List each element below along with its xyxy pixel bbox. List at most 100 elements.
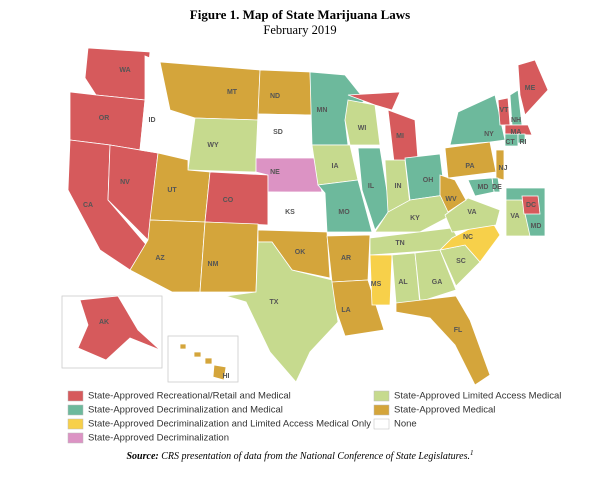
- state-shape: [193, 351, 202, 358]
- state-label: OK: [295, 249, 306, 256]
- state-label: IA: [332, 163, 339, 170]
- source-note: 1: [470, 449, 474, 457]
- state-label: NH: [511, 117, 521, 124]
- legend-label: State-Approved Recreational/Retail and M…: [88, 391, 291, 402]
- legend-swatch: [67, 404, 84, 416]
- state-shape: [257, 69, 313, 116]
- state-shape: [159, 61, 261, 121]
- state-label: WI: [358, 125, 367, 132]
- state-shape: [521, 195, 541, 215]
- state-shape: [179, 343, 187, 350]
- legend-swatch: [373, 404, 390, 416]
- state-shape: [204, 171, 269, 226]
- state-label: NM: [208, 261, 219, 268]
- state-label: IL: [368, 183, 375, 190]
- state-label: CO: [223, 197, 234, 204]
- state-label: ID: [149, 117, 156, 124]
- legend-swatch: [67, 390, 84, 402]
- state-label: LA: [341, 307, 350, 314]
- state-label: CA: [83, 202, 93, 209]
- state-shape: [369, 254, 393, 306]
- legend-label: State-Approved Decriminalization and Med…: [88, 405, 283, 416]
- state-shape: [331, 279, 385, 337]
- state-shape: [255, 113, 315, 159]
- state-label: GA: [432, 279, 443, 286]
- state-shape: [444, 141, 497, 179]
- state-label: IN: [395, 183, 402, 190]
- state-label: VA: [467, 209, 476, 216]
- state-shape: [77, 295, 161, 361]
- state-label: MA: [511, 129, 522, 136]
- state-label: DE: [492, 184, 502, 191]
- state-label: AR: [341, 255, 351, 262]
- state-label: TX: [270, 299, 279, 306]
- state-shape: [344, 99, 381, 146]
- state-label: UT: [167, 187, 177, 194]
- alaska-box: [61, 295, 163, 369]
- state-shape: [317, 179, 373, 233]
- state-label: MI: [396, 133, 404, 140]
- state-shape: [449, 94, 506, 146]
- state-shape: [414, 249, 457, 301]
- state-label: NJ: [499, 165, 508, 172]
- state-label: MT: [227, 89, 238, 96]
- state-shape: [517, 59, 549, 116]
- legend-swatch: [373, 418, 390, 430]
- hawaii-box: [167, 335, 239, 383]
- state-label: HI: [223, 373, 230, 380]
- state-label: MO: [338, 209, 350, 216]
- state-label: AL: [398, 279, 408, 286]
- state-label: NV: [120, 179, 130, 186]
- state-label: SC: [456, 258, 466, 265]
- state-shape: [495, 149, 505, 181]
- state-label: ME: [525, 85, 536, 92]
- state-label: FL: [454, 327, 463, 334]
- state-label: SD: [273, 129, 283, 136]
- legend: State-Approved Recreational/Retail and M…: [67, 390, 561, 444]
- state-shape: [199, 221, 259, 293]
- source-text: CRS presentation of data from the Nation…: [161, 451, 470, 462]
- state-label: PA: [465, 163, 474, 170]
- state-label: TN: [395, 240, 404, 247]
- state-label: OR: [99, 115, 110, 122]
- state-label: NY: [484, 131, 494, 138]
- state-label: MD: [531, 223, 542, 230]
- state-shape: [212, 364, 227, 381]
- state-label: KY: [410, 215, 420, 222]
- state-label: WY: [207, 142, 219, 149]
- title: Figure 1. Map of State Marijuana Laws: [190, 7, 410, 22]
- state-shape: [84, 47, 151, 101]
- state-shape: [225, 241, 339, 383]
- state-shape: [347, 91, 401, 111]
- legend-label: State-Approved Limited Access Medical: [394, 391, 561, 402]
- state-shape: [517, 133, 526, 144]
- state-label: AK: [99, 319, 109, 326]
- state-label: KS: [285, 209, 295, 216]
- state-label: MD: [478, 184, 489, 191]
- state-shape: [439, 174, 467, 213]
- state-label: CT: [505, 139, 515, 146]
- subtitle: February 2019: [263, 23, 336, 37]
- state-shape: [504, 133, 519, 147]
- legend-label: State-Approved Decriminalization and Lim…: [88, 419, 371, 430]
- state-label: ND: [270, 93, 280, 100]
- state-label: WV: [445, 196, 457, 203]
- state-label: NE: [270, 169, 280, 176]
- state-label: AZ: [155, 255, 165, 262]
- state-shape: [187, 117, 259, 173]
- map: WA OR CA NV ID MT WY UT CO AZ NM ND SD NE KS OK TX MN IA MO…: [67, 47, 549, 386]
- legend-swatch: [373, 390, 390, 402]
- source: Source: CRS presentation of data from th…: [126, 449, 473, 462]
- state-shape: [467, 177, 495, 197]
- state-shape: [204, 357, 213, 365]
- source-label: Source:: [126, 451, 158, 462]
- state-label: MS: [371, 281, 382, 288]
- state-label: VA: [510, 213, 519, 220]
- state-label: VT: [500, 107, 510, 114]
- state-label: DC: [526, 202, 536, 209]
- state-label: WA: [119, 67, 130, 74]
- state-shape: [395, 295, 491, 386]
- state-shape: [267, 191, 328, 233]
- legend-label: None: [394, 419, 417, 430]
